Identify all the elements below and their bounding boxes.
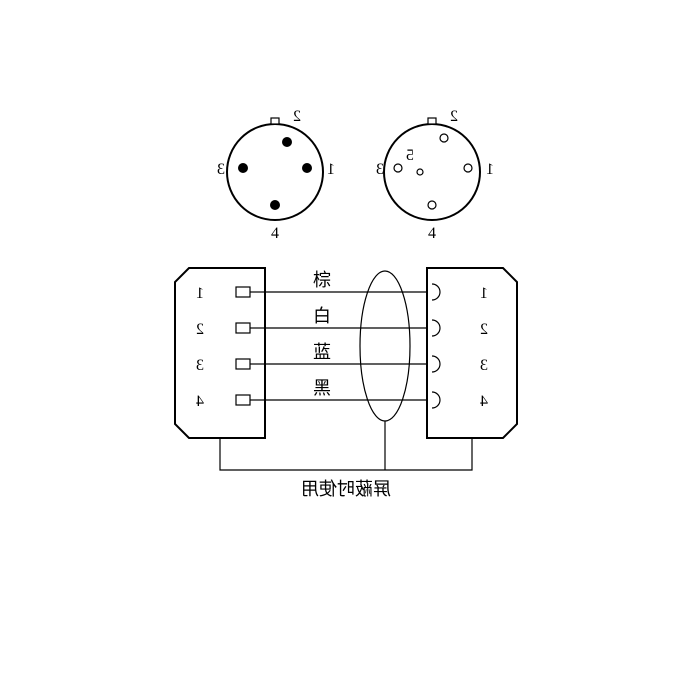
pin-3 bbox=[394, 164, 402, 172]
pin-2 bbox=[282, 137, 292, 147]
right-pin-num-3: 3 bbox=[480, 357, 488, 374]
wire-label-2: 白 bbox=[313, 306, 331, 326]
pin-label-4: 4 bbox=[271, 225, 279, 242]
wire-label-3: 蓝 bbox=[313, 342, 331, 362]
footer-label: 屏蔽时使用 bbox=[301, 479, 391, 499]
female-socket-2 bbox=[432, 320, 440, 336]
connector-block-left bbox=[175, 268, 265, 438]
connector-block-right bbox=[427, 268, 517, 438]
connector-female-5pin bbox=[384, 118, 480, 220]
wire-label-1: 棕 bbox=[313, 270, 331, 290]
female-socket-4 bbox=[432, 392, 440, 408]
left-pin-num-4: 4 bbox=[196, 393, 204, 410]
male-pin-1 bbox=[236, 287, 250, 297]
left-pin-num-2: 2 bbox=[196, 321, 204, 338]
wire-label-4: 黑 bbox=[313, 378, 331, 398]
pin-4 bbox=[428, 201, 436, 209]
right-pin-num-4: 4 bbox=[480, 393, 488, 410]
connector-male-4pin bbox=[227, 118, 323, 220]
male-pin-4 bbox=[236, 395, 250, 405]
female-socket-1 bbox=[432, 284, 440, 300]
pin-label-4: 4 bbox=[428, 225, 436, 242]
pin-label-3: 3 bbox=[376, 161, 384, 178]
pin-5 bbox=[417, 169, 423, 175]
pin-1 bbox=[464, 164, 472, 172]
pin-label-5: 5 bbox=[406, 147, 414, 164]
pin-label-3: 3 bbox=[217, 161, 225, 178]
left-pin-num-1: 1 bbox=[196, 285, 204, 302]
pin-label-1: 1 bbox=[486, 161, 494, 178]
shield-ellipse bbox=[360, 271, 410, 421]
bottom-bus bbox=[220, 438, 472, 470]
right-pin-num-1: 1 bbox=[480, 285, 488, 302]
male-pin-2 bbox=[236, 323, 250, 333]
pin-4 bbox=[270, 200, 280, 210]
male-pin-3 bbox=[236, 359, 250, 369]
pin-3 bbox=[238, 163, 248, 173]
female-socket-3 bbox=[432, 356, 440, 372]
pin-2 bbox=[440, 134, 448, 142]
pin-label-2: 2 bbox=[293, 108, 301, 125]
left-pin-num-3: 3 bbox=[196, 357, 204, 374]
pin-1 bbox=[302, 163, 312, 173]
pin-label-1: 1 bbox=[327, 161, 335, 178]
right-pin-num-2: 2 bbox=[480, 321, 488, 338]
pin-label-2: 2 bbox=[450, 108, 458, 125]
